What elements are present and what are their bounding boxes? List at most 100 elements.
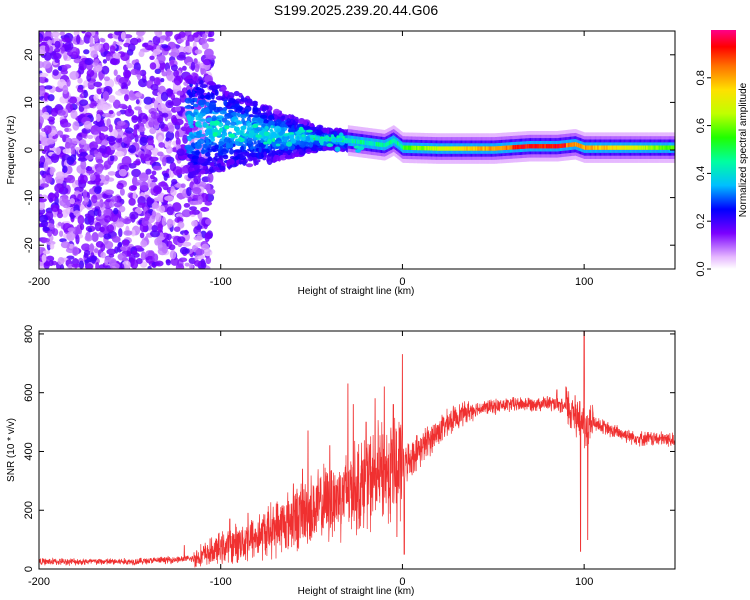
heatmap-cell bbox=[64, 41, 74, 51]
heatmap-cell bbox=[564, 143, 566, 148]
heatmap-cell bbox=[235, 138, 242, 142]
heatmap-cell bbox=[660, 145, 662, 150]
heatmap-cell bbox=[219, 110, 227, 115]
heatmap-cell bbox=[94, 59, 100, 64]
heatmap-cell bbox=[359, 139, 361, 145]
heatmap-cell bbox=[77, 77, 83, 84]
heatmap-cell bbox=[373, 141, 375, 146]
heatmap-cell bbox=[278, 146, 282, 150]
heatmap-cell bbox=[536, 144, 539, 149]
heatmap-cell bbox=[109, 45, 116, 54]
heatmap-cell bbox=[530, 144, 532, 149]
heatmap-cell bbox=[665, 145, 668, 150]
heatmap-cell bbox=[387, 141, 389, 146]
heatmap-cell bbox=[599, 145, 601, 150]
heatmap-cell bbox=[98, 264, 105, 269]
heatmap-cell bbox=[143, 216, 150, 221]
heatmap-cell bbox=[261, 105, 267, 113]
heatmap-cell bbox=[476, 146, 479, 151]
heatmap-cell bbox=[458, 146, 460, 151]
heatmap-cell bbox=[447, 146, 450, 151]
heatmap-cell bbox=[102, 59, 107, 64]
heatmap-cell bbox=[615, 145, 617, 150]
heatmap-cell bbox=[186, 114, 192, 122]
heatmap-cell bbox=[252, 107, 259, 113]
heatmap-cell bbox=[392, 138, 394, 144]
heatmap-cell bbox=[334, 146, 341, 152]
heatmap-cell bbox=[187, 74, 193, 79]
heatmap-cell bbox=[190, 61, 196, 71]
heatmap-cell bbox=[189, 210, 194, 215]
heatmap-cell bbox=[263, 119, 269, 124]
heatmap-cell bbox=[410, 145, 412, 150]
heatmap-cell bbox=[122, 136, 132, 144]
heatmap-cell bbox=[357, 139, 360, 144]
heatmap-cell bbox=[561, 143, 563, 148]
heatmap-cell bbox=[310, 138, 314, 143]
heatmap-cell bbox=[612, 145, 614, 150]
heatmap-cell bbox=[548, 144, 550, 149]
heatmap-cell bbox=[39, 72, 49, 78]
heatmap-cell bbox=[178, 31, 186, 38]
heatmap-cell bbox=[90, 125, 101, 135]
heatmap-cell bbox=[158, 142, 165, 148]
heatmap-cell bbox=[171, 178, 178, 185]
heatmap-cell bbox=[149, 55, 155, 60]
heatmap-cell bbox=[39, 200, 46, 211]
heatmap-cell bbox=[127, 104, 132, 114]
x-tick-label: 0 bbox=[399, 576, 405, 588]
heatmap-cell bbox=[130, 37, 139, 46]
heatmap-cell bbox=[628, 145, 630, 150]
heatmap-cell bbox=[120, 31, 126, 40]
heatmap-cell bbox=[60, 241, 71, 249]
heatmap-cell bbox=[355, 139, 357, 144]
heatmap-cell bbox=[611, 145, 613, 150]
heatmap-cell bbox=[184, 45, 193, 53]
heatmap-cell bbox=[408, 145, 410, 150]
heatmap-cell bbox=[211, 93, 215, 100]
heatmap-cell bbox=[206, 37, 215, 42]
heatmap-cell bbox=[476, 146, 478, 151]
heatmap-cell bbox=[84, 263, 94, 269]
heatmap-cell bbox=[186, 110, 193, 116]
heatmap-cell bbox=[503, 145, 505, 151]
heatmap-cell bbox=[593, 145, 595, 150]
heatmap-cell bbox=[377, 142, 379, 147]
heatmap-cell bbox=[501, 145, 503, 151]
heatmap-cell bbox=[490, 146, 492, 151]
heatmap-cell bbox=[356, 139, 358, 144]
heatmap-cell bbox=[69, 212, 75, 220]
heatmap-cell bbox=[381, 142, 383, 147]
heatmap-cell bbox=[477, 146, 479, 151]
heatmap-cell bbox=[287, 132, 295, 135]
heatmap-cell bbox=[582, 144, 584, 150]
heatmap-cell bbox=[487, 146, 489, 151]
heatmap-cell bbox=[354, 139, 356, 144]
heatmap-cell bbox=[428, 146, 430, 151]
heatmap-cell bbox=[303, 119, 308, 126]
heatmap-cell bbox=[573, 142, 575, 147]
heatmap-cell bbox=[535, 144, 537, 149]
heatmap-cell bbox=[200, 258, 206, 268]
heatmap-cell bbox=[471, 146, 473, 151]
heatmap-cell bbox=[496, 146, 499, 151]
heatmap-cell bbox=[162, 173, 170, 178]
heatmap-cell bbox=[212, 84, 221, 90]
heatmap-cell bbox=[166, 233, 172, 240]
heatmap-cell bbox=[639, 145, 641, 150]
heatmap-cell bbox=[191, 209, 200, 215]
heatmap-cell bbox=[351, 138, 353, 144]
heatmap-cell bbox=[597, 145, 599, 150]
heatmap-cell bbox=[109, 58, 118, 65]
heatmap-cell bbox=[116, 111, 122, 117]
heatmap-cell bbox=[228, 133, 236, 138]
heatmap-cell bbox=[312, 136, 314, 141]
heatmap-cell bbox=[662, 145, 664, 150]
heatmap-cell bbox=[551, 144, 553, 149]
heatmap-cell bbox=[372, 141, 374, 146]
heatmap-cell bbox=[394, 139, 396, 144]
heatmap-cell bbox=[568, 142, 570, 148]
heatmap-cell bbox=[170, 64, 178, 72]
heatmap-cell bbox=[284, 148, 289, 152]
heatmap-cell bbox=[391, 139, 393, 144]
